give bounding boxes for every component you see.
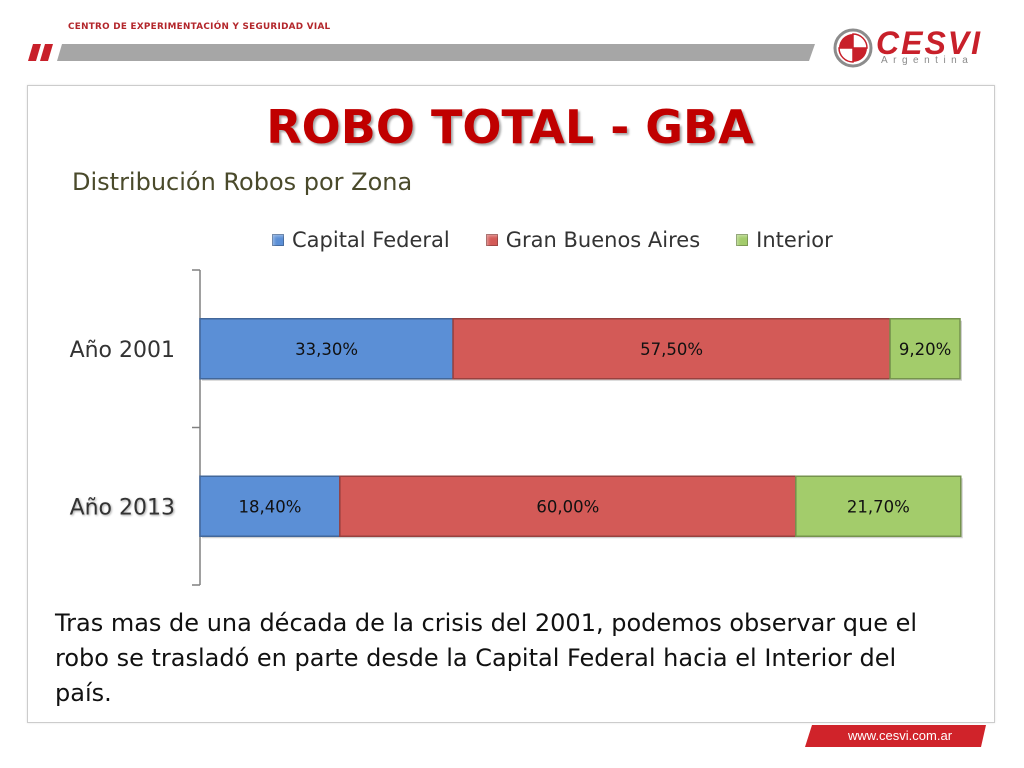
chart-legend: Capital Federal Gran Buenos Aires Interi… — [272, 226, 833, 254]
legend-swatch-interior — [736, 234, 749, 246]
bar-segment-interior-ano-2001 — [889, 318, 961, 380]
legend-label-interior: Interior — [756, 228, 833, 252]
legend-label-gran-buenos-aires: Gran Buenos Aires — [505, 228, 701, 252]
category-label-ano-2001: Año 2001 — [70, 338, 175, 363]
stacked-bar-chart: 33,30% 57,50% 9,20% Año 2001 18,40% 60,00% 21,… — [70, 269, 963, 586]
bar-segment-interior-ano-2013 — [795, 475, 962, 537]
header-red-stripe-2 — [40, 44, 53, 61]
legend-swatch-capital-federal — [272, 234, 284, 246]
header-gray-band — [57, 44, 815, 61]
data-label-interior-ano-2001: 9,20% — [899, 340, 951, 359]
legend-label-capital-federal: Capital Federal — [292, 228, 450, 252]
organization-name: CENTRO DE EXPERIMENTACIÓN Y SEGURIDAD VI… — [68, 22, 331, 32]
legend-item-gran-buenos-aires: Gran Buenos Aires — [485, 226, 701, 254]
data-label-capital-federal-ano-2013: 18,40% — [238, 497, 301, 516]
data-label-interior-ano-2013: 21,70% — [847, 497, 910, 516]
bar-segment-gran-buenos-aires-ano-2001 — [452, 318, 891, 380]
legend-item-capital-federal: Capital Federal — [272, 226, 450, 254]
footer-website-link[interactable]: www.cesvi.com.ar — [848, 728, 953, 743]
data-label-gran-buenos-aires-ano-2001: 57,50% — [640, 340, 703, 359]
logo-wordmark: CESVI — [876, 25, 983, 61]
bar-segment-capital-federal-ano-2013 — [199, 475, 341, 537]
content-frame — [27, 85, 995, 723]
legend-item-interior: Interior — [736, 226, 833, 254]
chart-title: Distribución Robos por Zona — [72, 168, 413, 196]
logo-country: Argentina — [881, 55, 974, 66]
data-label-gran-buenos-aires-ano-2013: 60,00% — [536, 497, 599, 516]
slide-title: ROBO TOTAL - GBA — [266, 100, 754, 154]
header-red-stripe-1 — [28, 44, 41, 61]
slide-body-text: Tras mas de una década de la crisis del … — [55, 609, 918, 707]
header-stripe-bar — [28, 44, 815, 61]
category-label-ano-2013: Año 2013 — [70, 495, 175, 520]
legend-swatch-gran-buenos-aires — [485, 234, 498, 246]
cesvi-logo-icon — [833, 28, 873, 68]
bar-segment-capital-federal-ano-2001 — [199, 318, 454, 380]
bar-segment-gran-buenos-aires-ano-2013 — [339, 475, 797, 537]
data-label-capital-federal-ano-2001: 33,30% — [295, 340, 358, 359]
